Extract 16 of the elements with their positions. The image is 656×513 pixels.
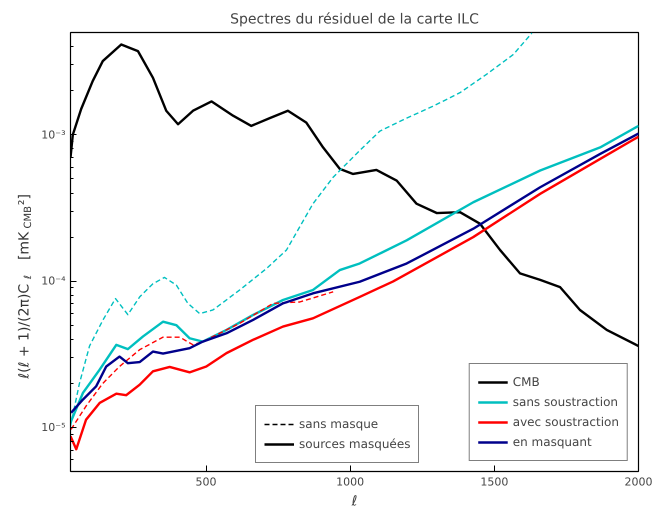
- legend-label: en masquant: [512, 435, 592, 449]
- text: ℓ(ℓ + 1)/(2π)Cℓ [mKCMB²]: [16, 194, 34, 379]
- x-tick-label: 500: [196, 476, 217, 488]
- legend-label: CMB: [512, 375, 540, 389]
- legend-label: avec soustraction: [512, 415, 619, 429]
- x-axis-title: ℓ: [350, 494, 358, 510]
- x-tick-label: 1500: [480, 476, 508, 488]
- x-tick-label: 1000: [336, 476, 364, 488]
- annotation: sources masquées: [299, 437, 410, 451]
- legend-label: sans soustraction: [512, 395, 618, 409]
- y-tick-label: 10⁻⁵: [41, 420, 66, 434]
- y-tick-label: 10⁻⁴: [41, 274, 66, 288]
- x-tick-label: 2000: [624, 476, 653, 488]
- chart-title: Spectres du résiduel de la carte ILC: [230, 12, 480, 28]
- annotation: sans masque: [299, 417, 378, 431]
- y-tick-label: 10⁻³: [41, 128, 66, 142]
